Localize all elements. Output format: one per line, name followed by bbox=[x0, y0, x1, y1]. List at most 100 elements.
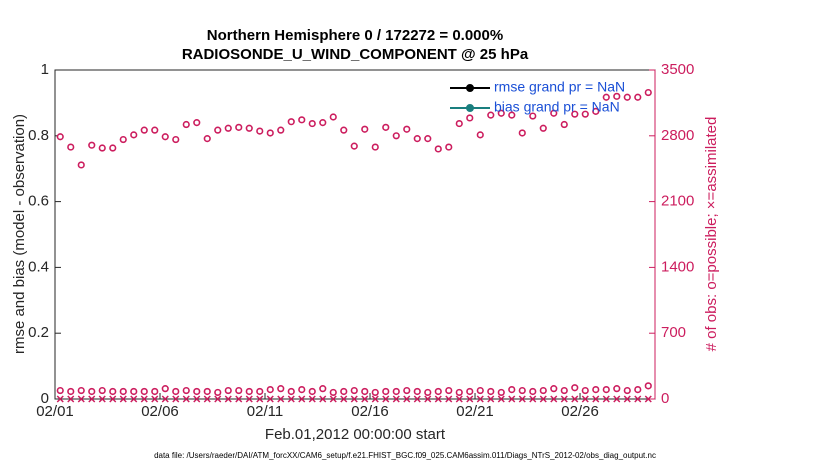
data-point bbox=[581, 110, 589, 118]
data-point bbox=[466, 395, 474, 403]
y-tick-label: 0.8 bbox=[28, 127, 49, 144]
data-point bbox=[644, 382, 652, 390]
chart-title: Northern Hemisphere 0 / 172272 = 0.000% bbox=[207, 27, 503, 44]
data-point bbox=[382, 387, 390, 396]
data-point bbox=[350, 395, 358, 403]
y2-tick-label: 1400 bbox=[661, 258, 694, 275]
data-point bbox=[140, 395, 148, 403]
data-point bbox=[109, 144, 117, 152]
data-point bbox=[644, 88, 652, 97]
data-point bbox=[613, 92, 621, 100]
data-point bbox=[392, 395, 400, 403]
data-point bbox=[245, 124, 253, 132]
data-point bbox=[518, 386, 526, 395]
data-point bbox=[529, 395, 537, 403]
data-point bbox=[371, 143, 379, 151]
data-point bbox=[256, 127, 264, 135]
data-point bbox=[308, 395, 316, 403]
data-point bbox=[151, 387, 159, 396]
data-point bbox=[340, 387, 348, 396]
data-point bbox=[623, 386, 631, 395]
data-point bbox=[350, 386, 358, 395]
data-point bbox=[560, 120, 568, 129]
y2-tick-label: 2800 bbox=[661, 127, 694, 144]
data-point bbox=[172, 135, 180, 144]
data-point bbox=[487, 111, 495, 119]
data-point bbox=[455, 395, 463, 403]
data-point bbox=[277, 385, 285, 393]
data-point bbox=[119, 135, 127, 144]
y2-axis-label: # of obs: o=possible; ×=assimilated bbox=[703, 117, 720, 352]
data-point bbox=[476, 131, 484, 139]
data-point bbox=[571, 384, 579, 392]
data-point bbox=[613, 385, 621, 393]
data-point bbox=[56, 395, 64, 403]
legend-label: rmse grand pr = NaN bbox=[494, 79, 625, 95]
data-point bbox=[161, 385, 169, 393]
data-point bbox=[571, 110, 579, 118]
data-point bbox=[224, 386, 232, 395]
data-point bbox=[455, 119, 463, 128]
data-point bbox=[308, 119, 316, 128]
data-point bbox=[172, 387, 180, 396]
data-point bbox=[119, 395, 127, 403]
y-tick-label: 0.4 bbox=[28, 258, 49, 275]
data-point bbox=[602, 386, 610, 394]
y-tick-label: 0.2 bbox=[28, 324, 49, 341]
data-point bbox=[298, 395, 306, 403]
data-point bbox=[550, 385, 558, 393]
data-point bbox=[151, 126, 159, 134]
data-point bbox=[550, 395, 558, 403]
data-point bbox=[98, 144, 106, 152]
data-point bbox=[130, 131, 138, 139]
x-tick-label: 02/26 bbox=[561, 403, 599, 420]
data-point bbox=[497, 388, 505, 397]
data-point bbox=[151, 395, 159, 403]
data-point bbox=[140, 126, 148, 134]
data-point bbox=[466, 114, 474, 122]
data-point bbox=[623, 395, 631, 403]
data-point bbox=[529, 112, 537, 120]
data-point bbox=[634, 93, 642, 101]
data-point bbox=[203, 395, 211, 403]
data-point bbox=[539, 124, 547, 132]
data-point bbox=[256, 387, 264, 396]
data-point bbox=[287, 387, 295, 396]
data-point bbox=[109, 387, 117, 396]
data-point bbox=[77, 395, 85, 403]
data-point bbox=[340, 395, 348, 403]
data-point bbox=[319, 119, 327, 127]
data-point bbox=[319, 395, 327, 403]
data-point bbox=[214, 388, 222, 397]
data-point bbox=[403, 125, 411, 133]
data-point bbox=[371, 395, 379, 403]
data-point bbox=[308, 387, 316, 396]
data-point bbox=[98, 395, 106, 403]
data-point bbox=[140, 387, 148, 396]
y2-tick-label: 2100 bbox=[661, 193, 694, 210]
data-point bbox=[550, 109, 558, 117]
data-point bbox=[487, 395, 495, 403]
data-point bbox=[644, 395, 652, 403]
data-point bbox=[203, 387, 211, 396]
data-point bbox=[235, 386, 243, 395]
data-point bbox=[518, 129, 526, 137]
data-point bbox=[119, 387, 127, 396]
data-point bbox=[508, 395, 516, 403]
data-point bbox=[266, 395, 274, 403]
data-point bbox=[382, 123, 390, 131]
data-point bbox=[592, 386, 600, 394]
data-point bbox=[77, 386, 85, 395]
data-point bbox=[613, 395, 621, 403]
y2-tick-label: 700 bbox=[661, 324, 686, 341]
data-point bbox=[413, 387, 421, 396]
y-tick-label: 0 bbox=[41, 390, 49, 407]
data-point bbox=[560, 386, 568, 395]
data-point bbox=[193, 387, 201, 396]
data-point bbox=[67, 143, 75, 151]
data-point bbox=[161, 133, 169, 141]
data-point bbox=[497, 109, 505, 117]
data-point bbox=[277, 395, 285, 403]
data-point bbox=[487, 387, 495, 396]
data-point bbox=[266, 129, 274, 137]
